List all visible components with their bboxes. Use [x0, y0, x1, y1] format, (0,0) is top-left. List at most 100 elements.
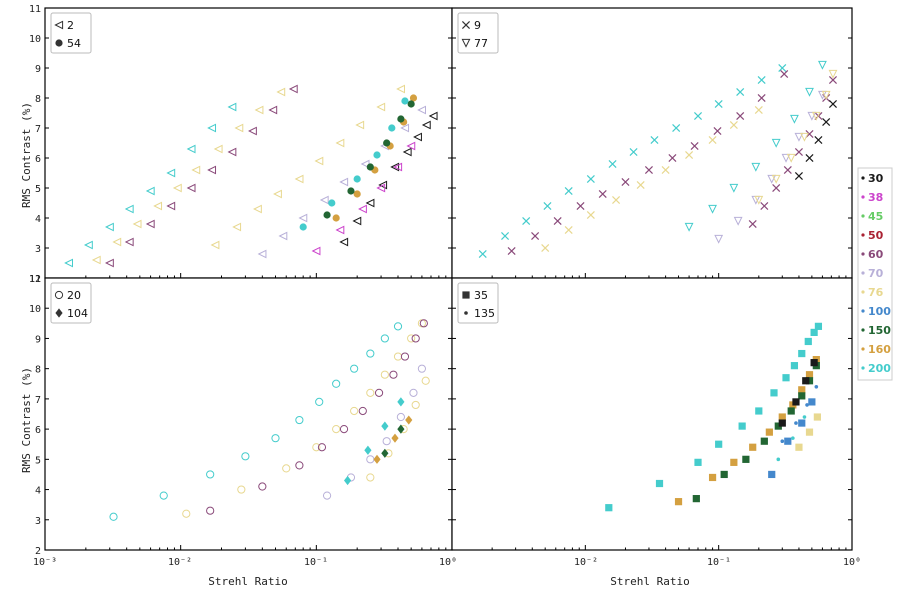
- data-point: [541, 243, 550, 253]
- data-point: [396, 84, 405, 94]
- legend-label: 9: [474, 19, 481, 32]
- data-point: [364, 445, 372, 455]
- data-point: [393, 322, 403, 331]
- data-point: [380, 334, 389, 343]
- data-point: [323, 211, 331, 219]
- data-point: [397, 424, 405, 434]
- data-point: [166, 168, 176, 178]
- data-point: [317, 443, 327, 452]
- data-point: [708, 473, 717, 482]
- data-point: [576, 201, 585, 211]
- color-legend-dot: [861, 176, 865, 180]
- data-point: [805, 153, 814, 163]
- data-point: [295, 461, 304, 470]
- data-point: [332, 425, 341, 434]
- data-point: [729, 183, 739, 193]
- data-point: [376, 102, 386, 112]
- x-tick-label: 10⁻²: [574, 557, 598, 568]
- color-legend-label: 30: [868, 172, 884, 185]
- data-point: [781, 153, 791, 163]
- data-point: [206, 470, 215, 479]
- data-point: [112, 237, 122, 247]
- y-tick-label: 4: [35, 214, 41, 225]
- data-point: [278, 231, 288, 241]
- data-point: [401, 97, 409, 105]
- series-x: [507, 69, 789, 256]
- x-tick-label: 10⁰: [843, 557, 861, 568]
- data-point: [828, 99, 838, 109]
- data-point: [322, 491, 332, 500]
- data-point: [786, 153, 796, 163]
- x-tick-label: 10⁻²: [168, 557, 192, 568]
- data-point: [629, 147, 638, 157]
- legend-label: 35: [474, 289, 488, 302]
- data-point: [804, 337, 812, 346]
- data-point: [774, 422, 782, 430]
- data-point: [254, 105, 264, 115]
- data-point: [736, 111, 745, 121]
- series-open-circle: [109, 322, 403, 521]
- data-point: [335, 138, 345, 148]
- panel-top-right: 977: [451, 7, 853, 279]
- color-legend-dot: [861, 195, 865, 199]
- data-point: [411, 334, 420, 343]
- data-point: [714, 234, 724, 244]
- series-x: [478, 63, 787, 259]
- series-filled-square: [795, 413, 821, 451]
- color-legend-label: 100: [868, 305, 891, 318]
- panel-legend: 254: [50, 12, 92, 54]
- color-legend-dot: [861, 328, 865, 332]
- legend-label: 104: [67, 307, 88, 320]
- data-point: [311, 246, 321, 256]
- y-tick-label: 7: [35, 395, 41, 406]
- data-point: [795, 443, 803, 451]
- data-point: [159, 491, 168, 500]
- data-point: [564, 186, 573, 196]
- data-point: [382, 437, 391, 446]
- data-point: [800, 132, 809, 142]
- data-point: [586, 210, 595, 220]
- data-point: [381, 448, 389, 458]
- data-point: [694, 458, 702, 466]
- data-point: [821, 90, 831, 100]
- color-legend-label: 38: [868, 191, 883, 204]
- data-point: [644, 165, 653, 175]
- series-x: [748, 75, 838, 229]
- data-point: [355, 120, 365, 130]
- x-tick-label: 10⁻³: [33, 557, 57, 568]
- color-legend-dot: [861, 290, 865, 294]
- data-point: [553, 216, 562, 226]
- data-point: [213, 144, 223, 154]
- y-tick-label: 5: [35, 184, 41, 195]
- data-point: [191, 165, 201, 175]
- data-point: [814, 135, 823, 145]
- y-tick-label: 2: [35, 546, 41, 557]
- data-point: [672, 123, 681, 133]
- y-tick-label: 5: [35, 455, 41, 466]
- color-legend-dot: [861, 252, 865, 256]
- y-tick-label: 6: [35, 425, 41, 436]
- series-x: [541, 105, 763, 253]
- legend-marker: [55, 308, 63, 318]
- data-point: [295, 415, 304, 425]
- data-point: [690, 141, 699, 151]
- data-point: [400, 123, 410, 133]
- data-point: [237, 485, 246, 494]
- data-point: [124, 204, 134, 214]
- data-point: [332, 214, 340, 222]
- data-point: [751, 162, 761, 172]
- data-point: [791, 436, 795, 440]
- data-point: [288, 84, 298, 94]
- data-point: [276, 87, 286, 97]
- data-point: [714, 99, 723, 109]
- data-point: [729, 120, 738, 130]
- data-point: [380, 370, 389, 379]
- axis-labels: RMS Contrast (%) RMS Contrast (%) Strehl…: [20, 102, 861, 588]
- x-tick-label: 10⁰: [439, 557, 457, 568]
- data-point: [393, 162, 403, 172]
- x-tick-label: 10⁻¹: [707, 557, 731, 568]
- data-point: [350, 406, 359, 416]
